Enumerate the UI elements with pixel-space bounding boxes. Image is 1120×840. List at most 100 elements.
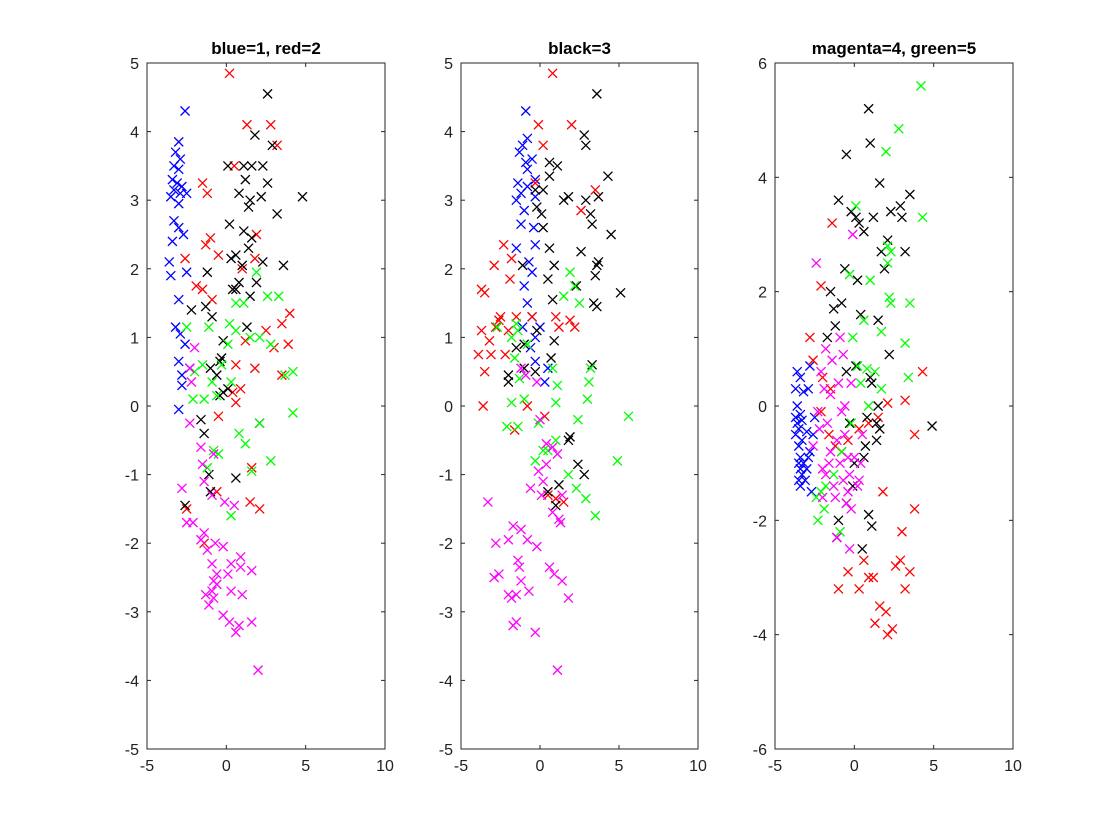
data-point: [506, 332, 517, 343]
data-point: [189, 342, 200, 353]
x-tick-label: -5: [140, 758, 154, 775]
data-point: [904, 566, 915, 577]
data-point: [828, 481, 839, 491]
data-point: [572, 459, 583, 470]
plot-title: magenta=4, green=5: [812, 39, 976, 58]
data-point: [547, 442, 558, 453]
data-point: [197, 459, 208, 470]
data-point: [530, 627, 541, 638]
data-point: [563, 593, 574, 604]
data-point: [251, 267, 262, 278]
data-point: [803, 452, 814, 463]
data-point: [172, 178, 183, 189]
x-tick-label: 10: [376, 758, 394, 775]
data-point: [843, 435, 853, 446]
y-tick-label: 2: [444, 262, 453, 279]
data-point: [858, 226, 869, 237]
data-point: [479, 287, 490, 298]
data-point: [825, 286, 836, 297]
data-point: [170, 322, 181, 333]
data-point: [793, 458, 804, 469]
data-point: [843, 486, 853, 497]
data-point: [865, 138, 876, 148]
data-point: [882, 258, 893, 269]
data-point: [180, 339, 191, 350]
axes-frame: [146, 62, 386, 750]
data-point: [855, 309, 866, 320]
data-point: [257, 160, 268, 171]
data-point: [866, 521, 877, 532]
data-point: [533, 466, 544, 477]
data-point: [195, 534, 206, 545]
data-point: [178, 229, 189, 240]
data-point: [563, 469, 574, 480]
data-point: [238, 160, 249, 171]
data-point: [811, 258, 822, 269]
data-point: [186, 305, 197, 315]
data-point: [506, 397, 517, 408]
data-point: [542, 363, 553, 374]
data-point: [539, 377, 550, 387]
data-point: [538, 184, 549, 195]
data-point: [579, 469, 590, 480]
data-point: [476, 325, 487, 336]
data-point: [516, 188, 526, 199]
data-point: [227, 284, 238, 295]
data-point: [820, 469, 831, 480]
data-point: [211, 370, 222, 381]
data-point: [835, 458, 846, 469]
data-point: [820, 343, 831, 354]
data-point: [593, 256, 604, 267]
data-point: [205, 486, 216, 497]
data-point: [173, 356, 184, 367]
data-point: [554, 479, 564, 490]
data-point: [514, 373, 525, 384]
y-tick-label: 5: [130, 56, 139, 73]
series-4: [811, 80, 928, 537]
data-point: [890, 561, 901, 572]
data-point: [846, 206, 857, 217]
x-tick-label: 0: [222, 758, 231, 775]
data-point: [505, 274, 515, 285]
data-point: [885, 246, 896, 257]
y-tick-label: -1: [125, 468, 139, 485]
y-tick-label: -4: [125, 673, 139, 690]
data-point: [184, 363, 195, 374]
data-point: [169, 184, 179, 195]
data-point: [550, 435, 561, 446]
data-point: [523, 586, 534, 597]
data-point: [808, 441, 819, 451]
data-point: [817, 463, 828, 474]
data-point: [877, 486, 888, 497]
data-point: [554, 322, 564, 333]
data-point: [868, 212, 879, 223]
data-point: [180, 106, 191, 116]
data-point: [211, 579, 222, 590]
data-point: [230, 359, 241, 370]
data-point: [909, 429, 920, 440]
data-point: [189, 366, 200, 377]
y-tick-label: 0: [130, 399, 139, 416]
data-point: [246, 466, 257, 477]
data-point: [885, 298, 896, 309]
data-point: [587, 219, 598, 230]
data-point: [863, 103, 874, 114]
data-point: [167, 174, 178, 185]
data-point: [262, 291, 273, 302]
data-point: [874, 423, 885, 434]
data-point: [830, 321, 841, 331]
data-point: [167, 236, 178, 247]
data-point: [181, 267, 192, 278]
data-point: [855, 378, 866, 389]
series-4: [492, 267, 634, 521]
data-point: [265, 455, 276, 466]
data-point: [180, 253, 191, 264]
data-point: [519, 394, 530, 405]
data-point: [200, 589, 211, 600]
data-point: [230, 627, 241, 638]
data-point: [218, 335, 229, 346]
data-point: [200, 239, 211, 250]
data-point: [825, 446, 836, 457]
data-point: [538, 222, 549, 233]
data-point: [844, 543, 855, 554]
